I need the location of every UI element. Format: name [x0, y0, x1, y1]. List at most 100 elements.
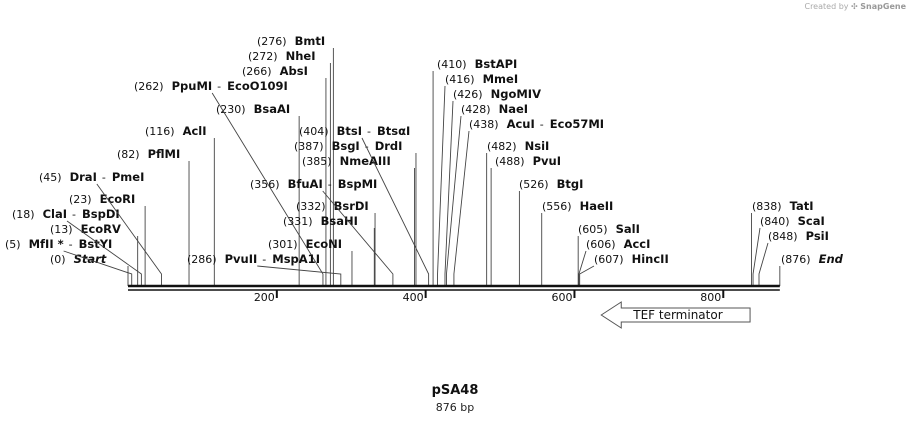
site-leader-line	[66, 220, 142, 286]
plasmid-size: 876 bp	[435, 401, 475, 414]
site-alt-name: BspMI	[338, 177, 378, 191]
site-separator: -	[540, 118, 544, 131]
site-acli[interactable]: (116) AclI	[145, 124, 215, 286]
site-naei[interactable]: (428) NaeI	[446, 102, 528, 286]
site-position: (840)	[760, 215, 790, 228]
site-name: AccI	[624, 237, 651, 251]
site-position: (82)	[117, 148, 140, 161]
site-bsgi[interactable]: (387) BsgI - DrdI	[294, 139, 417, 286]
site-btsi[interactable]: (404) BtsI - BtsαI	[299, 124, 430, 286]
site-drai[interactable]: (45) DraI - PmeI	[39, 170, 162, 286]
site-leader-line	[257, 265, 342, 286]
site-leader-line	[444, 100, 454, 286]
site-acui[interactable]: (438) AcuI - Eco57MI	[453, 117, 604, 286]
site-ecorv[interactable]: (13) EcoRV	[50, 222, 139, 286]
site-name: EcoRI	[100, 192, 136, 206]
site-position: (438)	[469, 118, 499, 131]
site-alt-name: BtsαI	[377, 124, 410, 138]
site-leader-line	[211, 92, 324, 286]
site-separator: -	[217, 80, 221, 93]
site-name: DraI	[70, 170, 97, 184]
credit-prefix: Created by	[804, 2, 849, 11]
site-scai[interactable]: (840) ScaI	[752, 214, 825, 286]
site-name: MmeI	[483, 72, 519, 86]
site-bmti[interactable]: (276) BmtI	[257, 34, 334, 286]
site-btgi[interactable]: (526) BtgI	[518, 177, 583, 286]
site-nhei[interactable]: (272) NheI	[248, 49, 331, 286]
site-position: (426)	[453, 88, 483, 101]
site-name: AbsI	[280, 64, 308, 78]
site-bsrdi[interactable]: (332) BsrDI	[296, 199, 376, 286]
site-pvui[interactable]: (488) PvuI	[490, 154, 561, 286]
site-name: TatI	[790, 199, 814, 213]
site-bsaai[interactable]: (230) BsaAI	[216, 102, 300, 286]
site-nsii[interactable]: (482) NsiI	[486, 139, 550, 286]
axis-tick-label: 600	[551, 291, 572, 304]
plasmid-name: pSA48	[431, 383, 479, 398]
site-ecori[interactable]: (23) EcoRI	[69, 192, 146, 286]
site-mmei[interactable]: (416) MmeI	[437, 72, 519, 286]
feature-tef-terminator[interactable]: TEF terminator	[600, 301, 751, 329]
site-position: (266)	[242, 65, 272, 78]
site-leader-line	[578, 250, 587, 286]
site-separator: -	[328, 178, 332, 191]
site-position: (286)	[187, 253, 217, 266]
site-pvuii[interactable]: (286) PvuII - MspA1I	[187, 252, 342, 286]
site-position: (5)	[5, 238, 21, 251]
site-acci[interactable]: (606) AccI	[578, 237, 651, 286]
site-position: (230)	[216, 103, 246, 116]
site-position: (404)	[299, 125, 329, 138]
site-position: (387)	[294, 140, 324, 153]
site-position: (416)	[445, 73, 475, 86]
site-separator: -	[262, 253, 266, 266]
site-name: ScaI	[798, 214, 825, 228]
site-name: PvuI	[533, 154, 561, 168]
site-tati[interactable]: (838) TatI	[751, 199, 814, 286]
axis-tick-label: 800	[700, 291, 721, 304]
feature-label: TEF terminator	[632, 308, 722, 322]
axis-tick-label: 400	[403, 291, 424, 304]
site-nmeaiii[interactable]: (385) NmeAIII	[302, 154, 415, 286]
site-name: AcuI	[507, 117, 535, 131]
site-alt-name: Eco57MI	[550, 117, 604, 131]
site-position: (0)	[50, 253, 66, 266]
snapgene-credit: Created by ✣ SnapGene	[804, 2, 906, 11]
site-bfuai[interactable]: (356) BfuAI - BspMI	[250, 177, 394, 286]
site-clai[interactable]: (18) ClaI - BspDI	[12, 207, 142, 286]
site-name: BfuAI	[288, 177, 323, 191]
site-name: BsrDI	[334, 199, 369, 213]
site-econi[interactable]: (301) EcoNI	[268, 237, 353, 286]
site-bsahi[interactable]: (331) BsaHI	[283, 214, 375, 286]
site-ppumi[interactable]: (262) PpuMI - EcoO109I	[134, 79, 324, 286]
site-name: PvuII	[225, 252, 258, 266]
site-leader-line	[63, 250, 133, 286]
site-pflmi[interactable]: (82) PflMI	[117, 147, 190, 286]
site-leader-line	[322, 190, 394, 286]
site-position: (23)	[69, 193, 92, 206]
site-hincii[interactable]: (607) HincII	[579, 252, 669, 286]
site-sali[interactable]: (605) SalI	[577, 222, 640, 286]
site-name: NaeI	[499, 102, 528, 116]
site-psii[interactable]: (848) PsiI	[758, 229, 829, 286]
site-name: BsgI	[332, 139, 360, 153]
site-leader-line	[752, 227, 761, 286]
site-position: (606)	[586, 238, 616, 251]
site-absi[interactable]: (266) AbsI	[242, 64, 327, 286]
site-name: AclI	[183, 124, 207, 138]
site-leader-line	[361, 137, 430, 286]
site-separator: -	[102, 171, 106, 184]
site-mfii[interactable]: (5) MfII * - BstYI	[5, 237, 133, 286]
site-haeii[interactable]: (556) HaeII	[541, 199, 614, 286]
credit-brand: SnapGene	[860, 2, 906, 11]
site-alt-name: PmeI	[112, 170, 145, 184]
site-bstapi[interactable]: (410) BstAPI	[432, 57, 517, 286]
site-name: NmeAIII	[340, 154, 391, 168]
site-position: (488)	[495, 155, 525, 168]
site-position: (607)	[594, 253, 624, 266]
site-end[interactable]: (876) End	[779, 252, 844, 286]
site-separator: -	[69, 238, 73, 251]
site-ngomiv[interactable]: (426) NgoMIV	[444, 87, 541, 286]
site-name: NheI	[286, 49, 316, 63]
site-position: (838)	[752, 200, 782, 213]
site-name: BsaHI	[321, 214, 358, 228]
